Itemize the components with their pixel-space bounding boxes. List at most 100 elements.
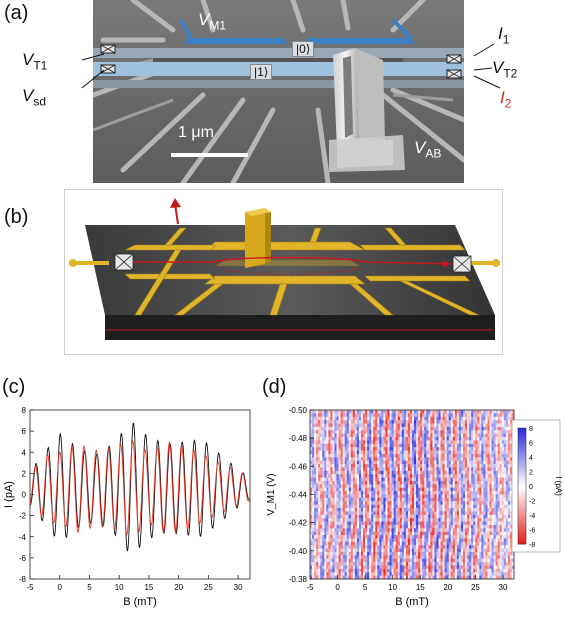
- heatmap-cell: [481, 549, 483, 553]
- heatmap-cell: [443, 454, 445, 458]
- heatmap-cell: [359, 447, 361, 451]
- heatmap-cell: [453, 511, 455, 515]
- heatmap-cell: [443, 440, 445, 444]
- heatmap-cell: [436, 555, 438, 559]
- heatmap-cell: [400, 491, 402, 495]
- heatmap-cell: [381, 555, 383, 559]
- heatmap-cell: [498, 488, 500, 492]
- heatmap-cell: [385, 430, 387, 434]
- heatmap-cell: [487, 559, 489, 563]
- heatmap-cell: [328, 511, 330, 515]
- heatmap-cell: [347, 427, 349, 431]
- heatmap-cell: [379, 424, 381, 428]
- heatmap-cell: [385, 555, 387, 559]
- heatmap-cell: [428, 535, 430, 539]
- heatmap-cell: [330, 478, 332, 482]
- heatmap-cell: [467, 420, 469, 424]
- heatmap-cell: [424, 484, 426, 488]
- heatmap-cell: [453, 505, 455, 509]
- heatmap-cell: [494, 488, 496, 492]
- heatmap-cell: [459, 484, 461, 488]
- heatmap-cell: [441, 464, 443, 468]
- heatmap-cell: [410, 562, 412, 566]
- heatmap-cell: [355, 447, 357, 451]
- heatmap-cell: [500, 559, 502, 563]
- heatmap-cell: [449, 410, 451, 414]
- heatmap-cell: [355, 454, 357, 458]
- heatmap-cell: [451, 535, 453, 539]
- heatmap-cell: [363, 417, 365, 421]
- heatmap-cell: [379, 427, 381, 431]
- heatmap-cell: [328, 569, 330, 573]
- heatmap-cell: [328, 478, 330, 482]
- heatmap-cell: [400, 481, 402, 485]
- heatmap-cell: [347, 532, 349, 536]
- heatmap-cell: [475, 515, 477, 519]
- heatmap-cell: [494, 565, 496, 569]
- heatmap-cell: [312, 471, 314, 475]
- heatmap-cell: [441, 440, 443, 444]
- heatmap-cell: [485, 525, 487, 529]
- heatmap-cell: [477, 464, 479, 468]
- heatmap-cell: [508, 505, 510, 509]
- heatmap-cell: [428, 464, 430, 468]
- heatmap-cell: [432, 522, 434, 526]
- heatmap-cell: [328, 471, 330, 475]
- heatmap-cell: [396, 413, 398, 417]
- heatmap-cell: [385, 549, 387, 553]
- heatmap-cell: [420, 535, 422, 539]
- heatmap-cell: [469, 501, 471, 505]
- heatmap-cell: [353, 481, 355, 485]
- heatmap-cell: [500, 474, 502, 478]
- heatmap-cell: [373, 417, 375, 421]
- heatmap-cell: [494, 410, 496, 414]
- heatmap-cell: [420, 467, 422, 471]
- heatmap-cell: [492, 481, 494, 485]
- heatmap-cell: [339, 434, 341, 438]
- heatmap-cell: [322, 542, 324, 546]
- heatmap-cell: [406, 440, 408, 444]
- heatmap-cell: [408, 471, 410, 475]
- heatmap-cell: [508, 447, 510, 451]
- heatmap-cell: [467, 532, 469, 536]
- heatmap-cell: [418, 569, 420, 573]
- heatmap-cell: [445, 508, 447, 512]
- heatmap-cell: [343, 434, 345, 438]
- heatmap-cell: [406, 484, 408, 488]
- heatmap-cell: [447, 569, 449, 573]
- heatmap-cell: [341, 572, 343, 576]
- heatmap-cell: [502, 427, 504, 431]
- heatmap-cell: [420, 549, 422, 553]
- heatmap-cell: [371, 424, 373, 428]
- heatmap-cell: [451, 532, 453, 536]
- heatmap-cell: [361, 444, 363, 448]
- heatmap-cell: [375, 528, 377, 532]
- heatmap-cell: [475, 481, 477, 485]
- heatmap-cell: [504, 501, 506, 505]
- heatmap-cell: [404, 565, 406, 569]
- heatmap-cell: [345, 522, 347, 526]
- heatmap-cell: [337, 474, 339, 478]
- heatmap-cell: [481, 417, 483, 421]
- heatmap-cell: [410, 491, 412, 495]
- heatmap-cell: [430, 451, 432, 455]
- heatmap-cell: [432, 491, 434, 495]
- heatmap-cell: [422, 471, 424, 475]
- heatmap-cell: [402, 495, 404, 499]
- heatmap-cell: [385, 434, 387, 438]
- heatmap-cell: [455, 532, 457, 536]
- heatmap-cell: [365, 457, 367, 461]
- heatmap-cell: [388, 471, 390, 475]
- heatmap-cell: [416, 440, 418, 444]
- heatmap-cell: [475, 420, 477, 424]
- heatmap-cell: [436, 508, 438, 512]
- heatmap-cell: [479, 495, 481, 499]
- heatmap-cell: [494, 569, 496, 573]
- heatmap-cell: [318, 430, 320, 434]
- heatmap-cell: [475, 559, 477, 563]
- heatmap-cell: [441, 413, 443, 417]
- heatmap-cell: [492, 457, 494, 461]
- heatmap-cell: [392, 528, 394, 532]
- heatmap-cell: [332, 538, 334, 542]
- heatmap-cell: [316, 478, 318, 482]
